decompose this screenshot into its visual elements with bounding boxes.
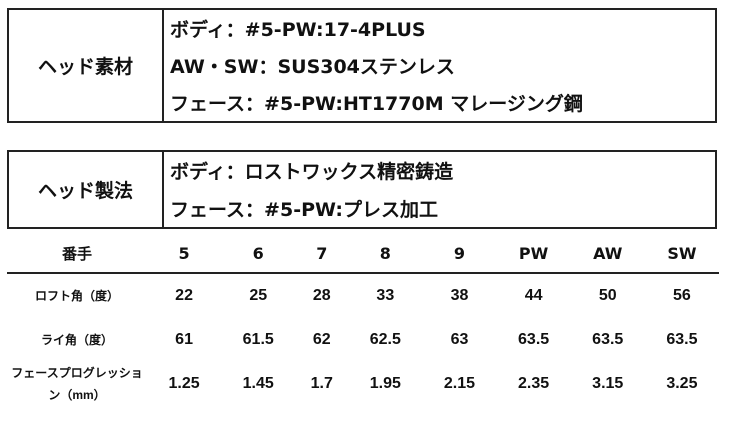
row-label: ロフト角（度） bbox=[34, 289, 119, 303]
column-header: 7 bbox=[295, 234, 349, 274]
table-cell: 44 bbox=[524, 287, 543, 304]
head-material-box: ヘッド素材 ボディ：#5-PW:17-4PLUS AW・SW：SUS304ステン… bbox=[7, 8, 717, 123]
table-cell: 50 bbox=[598, 287, 617, 304]
column-header: 5 bbox=[147, 234, 222, 274]
manufacturing-face: フェース：#5-PW:プレス加工 bbox=[170, 198, 438, 221]
column-header: SW bbox=[644, 234, 719, 274]
table-row: ロフト角（度） 22 25 28 33 38 44 50 56 bbox=[7, 273, 719, 318]
material-body: ボディ：#5-PW:17-4PLUS bbox=[170, 19, 426, 41]
spec-header-row: 番手 5 6 7 8 9 PW AW SW bbox=[7, 234, 719, 274]
table-cell: 3.25 bbox=[666, 375, 698, 392]
table-cell: 1.45 bbox=[242, 375, 274, 392]
table-cell: 3.15 bbox=[592, 375, 624, 392]
table-cell: 25 bbox=[249, 287, 268, 304]
table-cell: 1.95 bbox=[369, 375, 401, 392]
head-manufacturing-lines: ボディ：ロストワックス精密鋳造 フェース：#5-PW:プレス加工 bbox=[164, 152, 715, 227]
table-cell: 2.35 bbox=[518, 375, 550, 392]
table-cell: 61.5 bbox=[242, 331, 274, 348]
table-row: フェースプログレッション（mm） 1.25 1.45 1.7 1.95 2.15 2.35 3… bbox=[7, 362, 719, 406]
head-material-label: ヘッド素材 bbox=[9, 10, 164, 121]
table-cell: 63.5 bbox=[666, 331, 698, 348]
material-aw-sw: AW・SW：SUS304ステンレス bbox=[170, 56, 455, 78]
row-label: フェースプログレッション（mm） bbox=[11, 366, 143, 402]
table-cell: 62 bbox=[312, 331, 331, 348]
column-header: PW bbox=[496, 234, 571, 274]
head-material-lines: ボディ：#5-PW:17-4PLUS AW・SW：SUS304ステンレス フェー… bbox=[164, 10, 715, 121]
head-manufacturing-box: ヘッド製法 ボディ：ロストワックス精密鋳造 フェース：#5-PW:プレス加工 bbox=[7, 150, 717, 229]
column-header: 9 bbox=[422, 234, 497, 274]
column-header: AW bbox=[570, 234, 645, 274]
column-header: 8 bbox=[348, 234, 423, 274]
table-cell: 28 bbox=[312, 287, 331, 304]
material-face: フェース：#5-PW:HT1770M マレージング鋼 bbox=[170, 93, 583, 115]
row-label: ライ角（度） bbox=[40, 333, 113, 347]
table-cell: 61 bbox=[175, 331, 193, 348]
header-label: 番手 bbox=[7, 234, 147, 274]
table-cell: 1.7 bbox=[310, 375, 333, 392]
table-cell: 1.25 bbox=[168, 375, 200, 392]
table-cell: 2.15 bbox=[443, 375, 476, 392]
head-manufacturing-label: ヘッド製法 bbox=[9, 152, 164, 227]
table-cell: 62.5 bbox=[369, 331, 401, 348]
manufacturing-body: ボディ：ロストワックス精密鋳造 bbox=[170, 161, 454, 184]
table-cell: 63.5 bbox=[592, 331, 624, 348]
spec-table: 番手 5 6 7 8 9 PW AW SW ロフト角（度） 22 25 28 33 38 44 50 56 ライ… bbox=[7, 234, 719, 406]
table-cell: 33 bbox=[376, 287, 395, 304]
table-cell: 56 bbox=[673, 287, 691, 304]
table-row: ライ角（度） 61 61.5 62 62.5 63 63.5 63.5 63.5 bbox=[7, 318, 719, 362]
table-cell: 38 bbox=[450, 287, 469, 304]
column-header: 6 bbox=[221, 234, 296, 274]
table-cell: 22 bbox=[175, 287, 193, 304]
table-cell: 63.5 bbox=[518, 331, 550, 348]
table-cell: 63 bbox=[450, 331, 469, 348]
